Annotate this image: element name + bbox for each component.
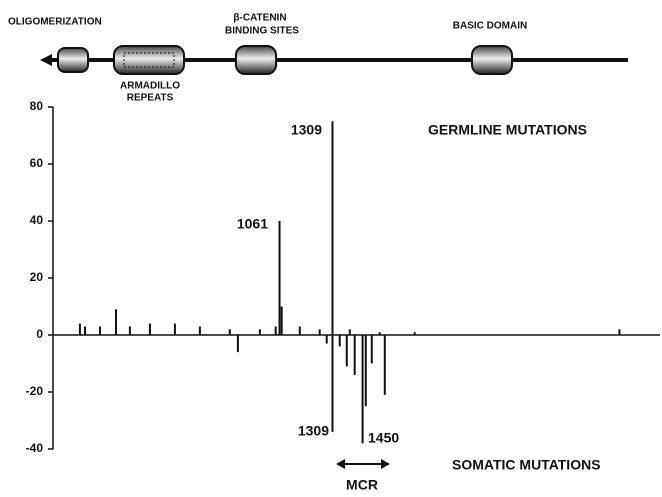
chart: OLIGOMERIZATION ARMADILLO REPEATS β-CATE… (0, 0, 662, 497)
y-tick-label: 0 (36, 327, 43, 341)
y-tick-label: 80 (30, 99, 44, 113)
bar (362, 335, 364, 443)
bar (384, 335, 386, 395)
bar (331, 121, 333, 335)
bar (331, 335, 333, 432)
domain-label: OLIGOMERIZATION (8, 17, 102, 28)
bar (414, 332, 416, 335)
domain-label: REPEATS (127, 93, 174, 104)
peak-label: 1309 (298, 423, 329, 439)
protein-diagram (40, 46, 628, 74)
bar (349, 329, 351, 335)
bar (129, 326, 131, 335)
y-tick-label: -20 (26, 384, 44, 398)
bar (281, 307, 283, 336)
bar (379, 332, 381, 335)
bar (354, 335, 356, 375)
bar (259, 329, 261, 335)
bar (326, 335, 328, 344)
bar (319, 329, 321, 335)
y-tick-label: 40 (30, 213, 44, 227)
domain-label: ARMADILLO (120, 81, 180, 92)
mcr-arrow (336, 459, 390, 469)
peak-label: 1061 (237, 216, 268, 232)
bar (79, 324, 81, 335)
bar (237, 335, 239, 352)
bar (371, 335, 373, 364)
bar (84, 326, 86, 335)
peak-label: 1309 (291, 122, 322, 138)
bar (275, 326, 277, 335)
bar (279, 221, 281, 335)
bar (339, 335, 341, 346)
bar (618, 329, 620, 335)
peak-label: 1450 (368, 430, 399, 446)
domain-label: BINDING SITES (225, 26, 299, 37)
bar (99, 326, 101, 335)
bar (229, 329, 231, 335)
y-tick-label: 60 (30, 156, 44, 170)
bar (299, 326, 301, 335)
bar (174, 324, 176, 335)
y-tick-label: -40 (26, 441, 44, 455)
domain-label: β-CATENIN (233, 13, 286, 24)
bar (365, 335, 367, 406)
bar (149, 324, 151, 335)
series-label: SOMATIC MUTATIONS (452, 457, 601, 473)
bar (199, 326, 201, 335)
bar (346, 335, 348, 366)
series-label: GERMLINE MUTATIONS (428, 122, 587, 138)
bar (115, 309, 117, 335)
domain-label: BASIC DOMAIN (453, 21, 527, 32)
mcr-label: MCR (346, 477, 378, 493)
y-tick-label: 20 (30, 270, 44, 284)
